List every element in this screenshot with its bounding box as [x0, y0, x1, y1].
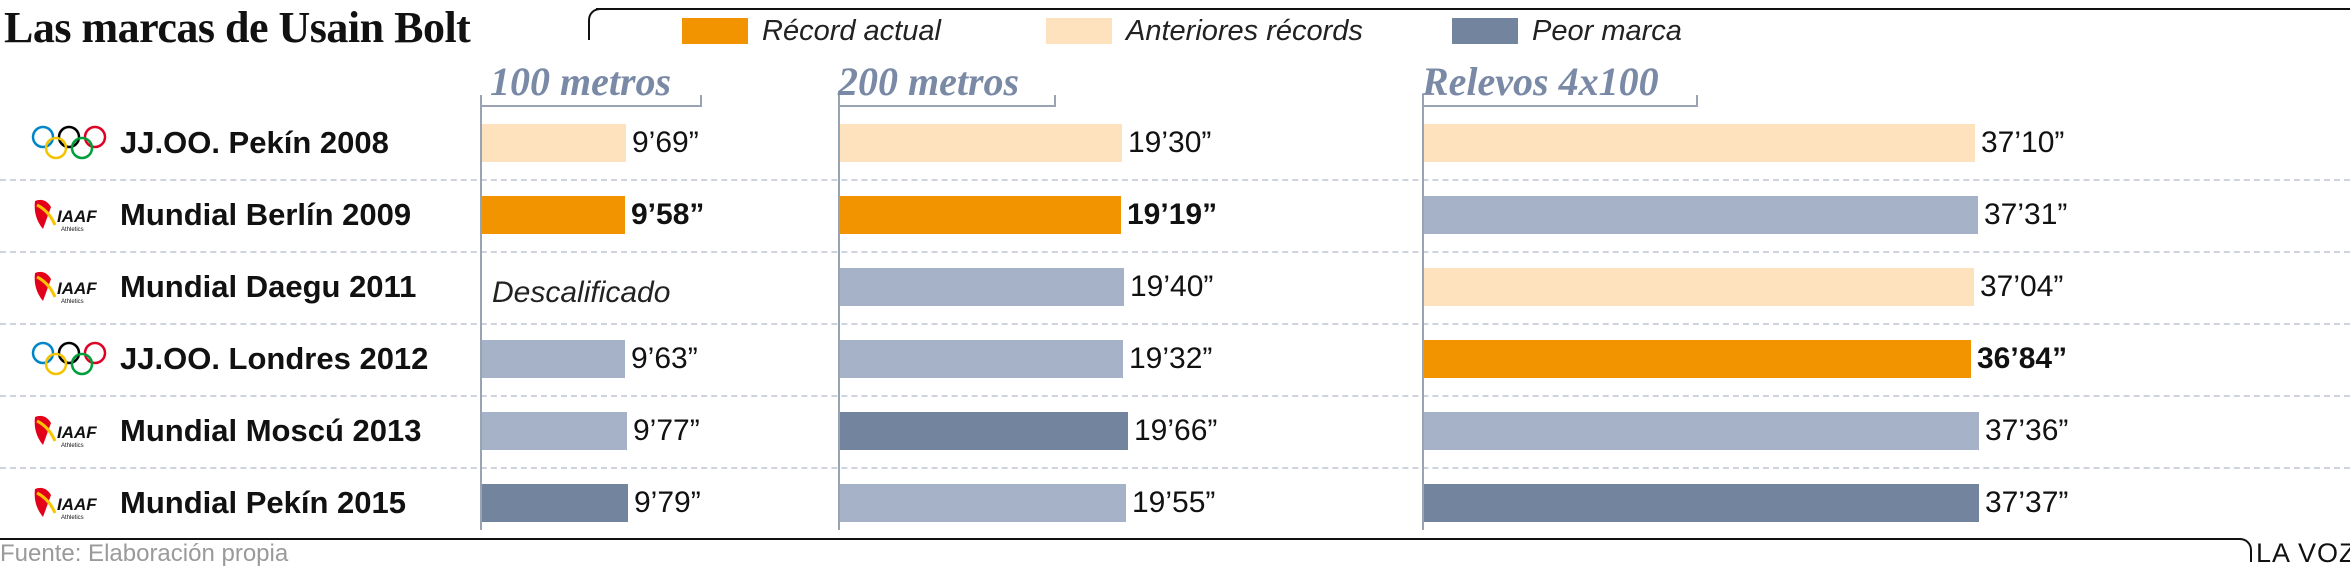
legend-label-record: Récord actual — [762, 14, 941, 47]
iaaf-logo-icon: IAAF Athletics — [28, 482, 110, 524]
value-label: 36’84” — [1977, 342, 2068, 375]
legend-item-previous: Anteriores récords — [1046, 14, 1363, 47]
bar-normal — [482, 340, 625, 378]
bar-previous — [840, 124, 1122, 162]
event-name: JJ.OO. Pekín 2008 — [120, 125, 389, 160]
frame-bottom-line — [0, 538, 2236, 540]
value-label: 9’69” — [632, 126, 699, 159]
bar-normal — [840, 268, 1124, 306]
column-title-bracket — [480, 95, 702, 107]
legend-label-previous: Anteriores récords — [1126, 14, 1363, 47]
value-label: 19’19” — [1127, 198, 1218, 231]
legend-item-worst: Peor marca — [1452, 14, 1682, 47]
column-title-bracket — [1422, 95, 1698, 107]
value-label: 37’10” — [1981, 126, 2065, 159]
column-title-bracket — [838, 95, 1056, 107]
bar-previous — [482, 124, 626, 162]
bar-worst — [1424, 484, 1979, 522]
row-separator — [0, 323, 2350, 325]
value-label: 37’37” — [1985, 486, 2069, 519]
value-label: 9’79” — [634, 486, 701, 519]
row-separator — [0, 251, 2350, 253]
value-label: 9’77” — [633, 414, 700, 447]
svg-text:IAAF: IAAF — [57, 279, 97, 298]
svg-text:IAAF: IAAF — [57, 207, 97, 226]
svg-text:Athletics: Athletics — [61, 299, 84, 305]
svg-text:Athletics: Athletics — [61, 227, 84, 233]
bar-worst — [482, 484, 628, 522]
row-label-3: JJ.OO. Londres 2012 — [28, 335, 428, 383]
svg-text:IAAF: IAAF — [57, 423, 97, 442]
column-axis-line — [1422, 106, 1424, 530]
column-title: 200 metros — [838, 59, 1020, 104]
value-label: 9’63” — [631, 342, 698, 375]
row-label-1: IAAF Athletics Mundial Berlín 2009 — [28, 191, 411, 239]
value-label: 19’66” — [1134, 414, 1218, 447]
bar-normal — [840, 340, 1123, 378]
value-label: 37’04” — [1980, 270, 2064, 303]
column-axis-line — [838, 106, 840, 530]
legend-swatch-previous — [1046, 18, 1112, 44]
iaaf-logo-icon: IAAF Athletics — [28, 410, 110, 452]
bar-record — [482, 196, 625, 234]
bar-previous — [1424, 268, 1974, 306]
value-label: 19’55” — [1132, 486, 1216, 519]
value-label: 19’30” — [1128, 126, 1212, 159]
event-name: Mundial Daegu 2011 — [120, 269, 417, 304]
row-label-5: IAAF Athletics Mundial Pekín 2015 — [28, 479, 406, 527]
value-label: 37’31” — [1984, 198, 2068, 231]
row-separator — [0, 395, 2350, 397]
event-name: Mundial Moscú 2013 — [120, 413, 422, 448]
svg-text:Athletics: Athletics — [61, 515, 84, 521]
disqualified-label: Descalificado — [492, 276, 671, 309]
row-label-2: IAAF Athletics Mundial Daegu 2011 — [28, 263, 416, 311]
olympic-rings-icon — [28, 122, 110, 164]
brand-logo: LA VOZ — [2256, 538, 2350, 568]
bar-normal — [1424, 196, 1978, 234]
bar-record — [1424, 340, 1971, 378]
frame-top-line — [596, 8, 2350, 10]
column-title: 100 metros — [490, 59, 672, 104]
frame-bottom-corner — [2236, 538, 2252, 562]
source-note: Fuente: Elaboración propia — [0, 540, 289, 567]
bar-worst — [840, 412, 1128, 450]
value-label: 37’36” — [1985, 414, 2069, 447]
legend-swatch-worst — [1452, 18, 1518, 44]
legend-swatch-record — [682, 18, 748, 44]
row-label-4: IAAF Athletics Mundial Moscú 2013 — [28, 407, 421, 455]
svg-text:Athletics: Athletics — [61, 443, 84, 449]
svg-text:IAAF: IAAF — [57, 495, 97, 514]
olympic-rings-icon — [28, 338, 110, 380]
event-name: JJ.OO. Londres 2012 — [120, 341, 429, 376]
row-separator — [0, 467, 2350, 469]
bar-normal — [840, 484, 1126, 522]
iaaf-logo-icon: IAAF Athletics — [28, 194, 110, 236]
value-label: 19’40” — [1130, 270, 1214, 303]
legend-label-worst: Peor marca — [1532, 14, 1682, 47]
legend-item-record: Récord actual — [682, 14, 941, 47]
column-axis-line — [480, 106, 482, 530]
value-label: 19’32” — [1129, 342, 1213, 375]
iaaf-logo-icon: IAAF Athletics — [28, 266, 110, 308]
row-label-0: JJ.OO. Pekín 2008 — [28, 119, 389, 167]
bar-normal — [1424, 412, 1979, 450]
bar-normal — [482, 412, 627, 450]
bar-record — [840, 196, 1121, 234]
event-name: Mundial Berlín 2009 — [120, 197, 412, 232]
value-label: 9’58” — [631, 198, 705, 231]
frame-top-hook — [588, 8, 602, 40]
chart-title: Las marcas de Usain Bolt — [4, 3, 471, 52]
event-name: Mundial Pekín 2015 — [120, 485, 406, 520]
column-title: Relevos 4x100 — [1422, 59, 1659, 104]
bar-previous — [1424, 124, 1975, 162]
row-separator — [0, 179, 2350, 181]
